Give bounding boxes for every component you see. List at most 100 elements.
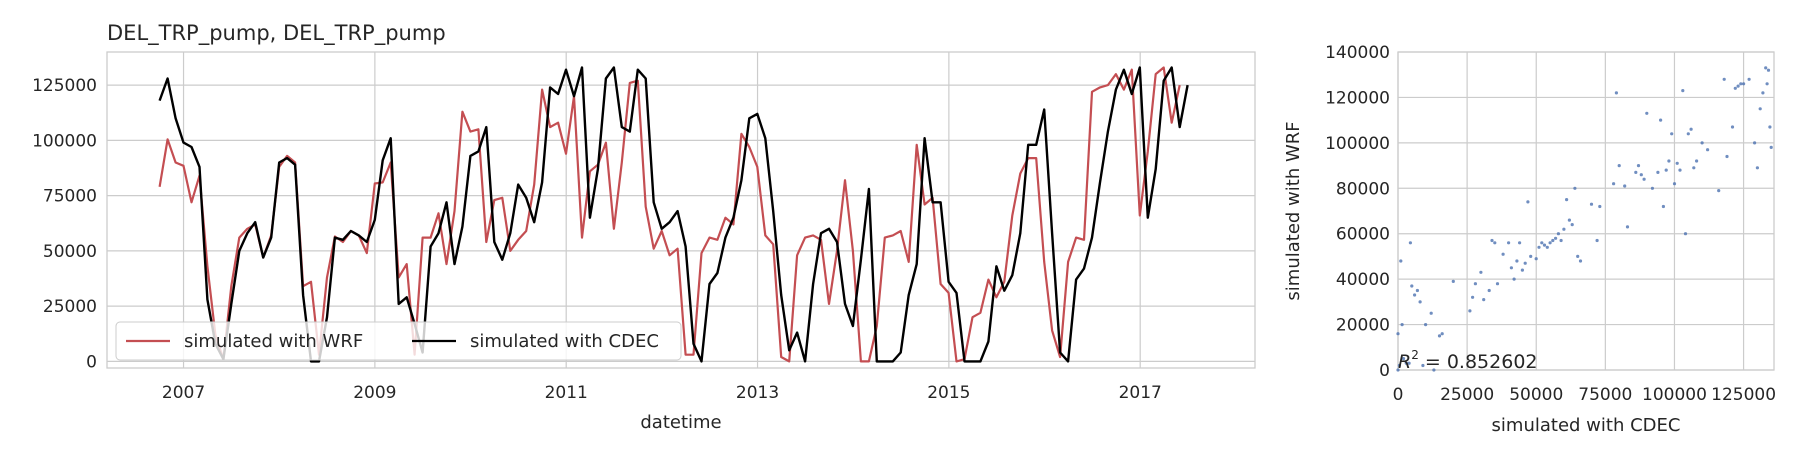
scatter-point: [1598, 204, 1602, 209]
scatter-point: [1667, 159, 1671, 163]
timeseries-x-tick-label: 2017: [1119, 383, 1162, 403]
scatter-point: [1739, 82, 1743, 86]
scatter-frame: [1397, 51, 1775, 371]
scatter-point: [1537, 245, 1541, 249]
scatter-x-ticks: 0 25000 50000 75000 100000 125000: [1393, 385, 1776, 405]
scatter-point: [1468, 309, 1472, 313]
scatter-point: [1479, 270, 1483, 274]
scatter-point: [1664, 168, 1668, 172]
scatter-point: [1415, 288, 1419, 293]
scatter-point: [1595, 238, 1599, 243]
scatter-point: [1540, 241, 1544, 245]
r-squared-value: = 0.852602: [1419, 351, 1538, 373]
scatter-point: [1562, 227, 1566, 231]
timeseries-x-tick-label: 2015: [927, 383, 970, 403]
timeseries-legend[interactable]: simulated with WRF simulated with CDEC: [115, 321, 682, 361]
timeseries-y-tick-label: 100000: [32, 131, 97, 151]
scatter-y-ticks: 0 20000 40000 60000 80000 100000 120000 140000: [1325, 43, 1390, 381]
scatter-y-tick-label: 40000: [1336, 270, 1390, 290]
scatter-point: [1440, 332, 1444, 336]
scatter-point: [1413, 293, 1417, 297]
scatter-x-tick-label: 0: [1393, 385, 1404, 405]
scatter-point: [1400, 323, 1404, 327]
scatter-point: [1471, 295, 1475, 299]
scatter-point: [1548, 241, 1552, 245]
scatter-point: [1518, 241, 1522, 245]
timeseries-y-tick-label: 75000: [43, 187, 97, 207]
legend-box: [115, 321, 682, 361]
scatter-point: [1755, 166, 1759, 170]
scatter-point: [1758, 107, 1762, 111]
scatter-point: [1636, 164, 1641, 168]
scatter-x-tick-label: 125000: [1711, 385, 1776, 405]
legend-label-cdec: simulated with CDEC: [470, 331, 659, 352]
scatter-x-tick-label: 25000: [1440, 385, 1494, 405]
scatter-point: [1473, 282, 1477, 286]
scatter-point: [1747, 77, 1751, 81]
timeseries-x-tick-label: 2013: [736, 383, 779, 403]
scatter-point: [1656, 170, 1660, 174]
scatter-point: [1451, 279, 1455, 283]
scatter-point: [1661, 204, 1665, 209]
scatter-point: [1730, 125, 1735, 129]
scatter-point: [1495, 282, 1500, 286]
scatter-point: [1614, 91, 1618, 95]
timeseries-y-tick-label: 0: [86, 352, 97, 372]
timeseries-x-tick-label: 2007: [162, 383, 205, 403]
scatter-point: [1681, 89, 1685, 93]
scatter-y-tick-label: 60000: [1336, 225, 1390, 245]
scatter-point: [1722, 77, 1726, 81]
scatter-point: [1401, 357, 1406, 361]
series-line-cdec: [158, 66, 1189, 363]
scatter-point: [1515, 259, 1519, 263]
scatter-point: [1404, 361, 1408, 365]
scatter-point: [1408, 241, 1412, 245]
scatter-x-tick-label: 75000: [1578, 385, 1632, 405]
scatter-point: [1437, 334, 1442, 338]
scatter-point: [1700, 141, 1704, 145]
scatter-point: [1545, 245, 1549, 249]
scatter-point: [1650, 186, 1654, 190]
scatter-point: [1487, 288, 1491, 293]
scatter-point: [1490, 238, 1494, 243]
timeseries-x-ticks: 2007 2009 2011 2013 2015 2017: [162, 383, 1162, 403]
scatter-point: [1482, 298, 1486, 302]
scatter-point: [1570, 223, 1574, 227]
series-line-wrf: [158, 66, 1181, 363]
timeseries-frame: [106, 51, 1256, 369]
scatter-point: [1683, 232, 1688, 236]
scatter-point: [1559, 238, 1563, 243]
timeseries-y-tick-label: 25000: [43, 297, 97, 317]
scatter-point: [1512, 277, 1516, 281]
scatter-point: [1407, 361, 1411, 365]
scatter-point: [1625, 225, 1630, 229]
scatter-y-tick-label: 140000: [1325, 43, 1390, 63]
scatter-panel: 020000400006000080000100000120000140000 …: [1283, 43, 1776, 436]
scatter-point: [1764, 66, 1768, 70]
timeseries-panel: DEL_TRP_pump, DEL_TRP_pump 0 25000 50000 75…: [32, 21, 1256, 433]
scatter-x-tick-label: 100000: [1642, 385, 1707, 405]
scatter-point: [1761, 91, 1765, 95]
scatter-point: [1432, 368, 1436, 372]
scatter-point: [1523, 261, 1527, 265]
scatter-point: [1424, 323, 1428, 327]
scatter-x-tick-label: 50000: [1509, 385, 1563, 405]
scatter-point: [1397, 363, 1401, 368]
scatter-point: [1686, 132, 1690, 136]
scatter-point: [1753, 141, 1757, 145]
scatter-point: [1659, 118, 1663, 122]
scatter-y-tick-label: 120000: [1325, 88, 1390, 108]
scatter-y-tick-label: 0: [1379, 361, 1390, 381]
scatter-point: [1551, 238, 1555, 243]
scatter-point: [1576, 254, 1580, 258]
scatter-point: [1396, 368, 1400, 372]
scatter-point: [1689, 127, 1693, 131]
scatter-point: [1612, 182, 1616, 186]
timeseries-x-tick-label: 2009: [353, 383, 396, 403]
scatter-point: [1670, 132, 1674, 136]
scatter-point: [1733, 86, 1737, 90]
scatter-point: [1766, 68, 1771, 72]
scatter-point: [1675, 161, 1679, 165]
scatter-point: [1526, 200, 1530, 204]
scatter-point: [1567, 218, 1571, 222]
